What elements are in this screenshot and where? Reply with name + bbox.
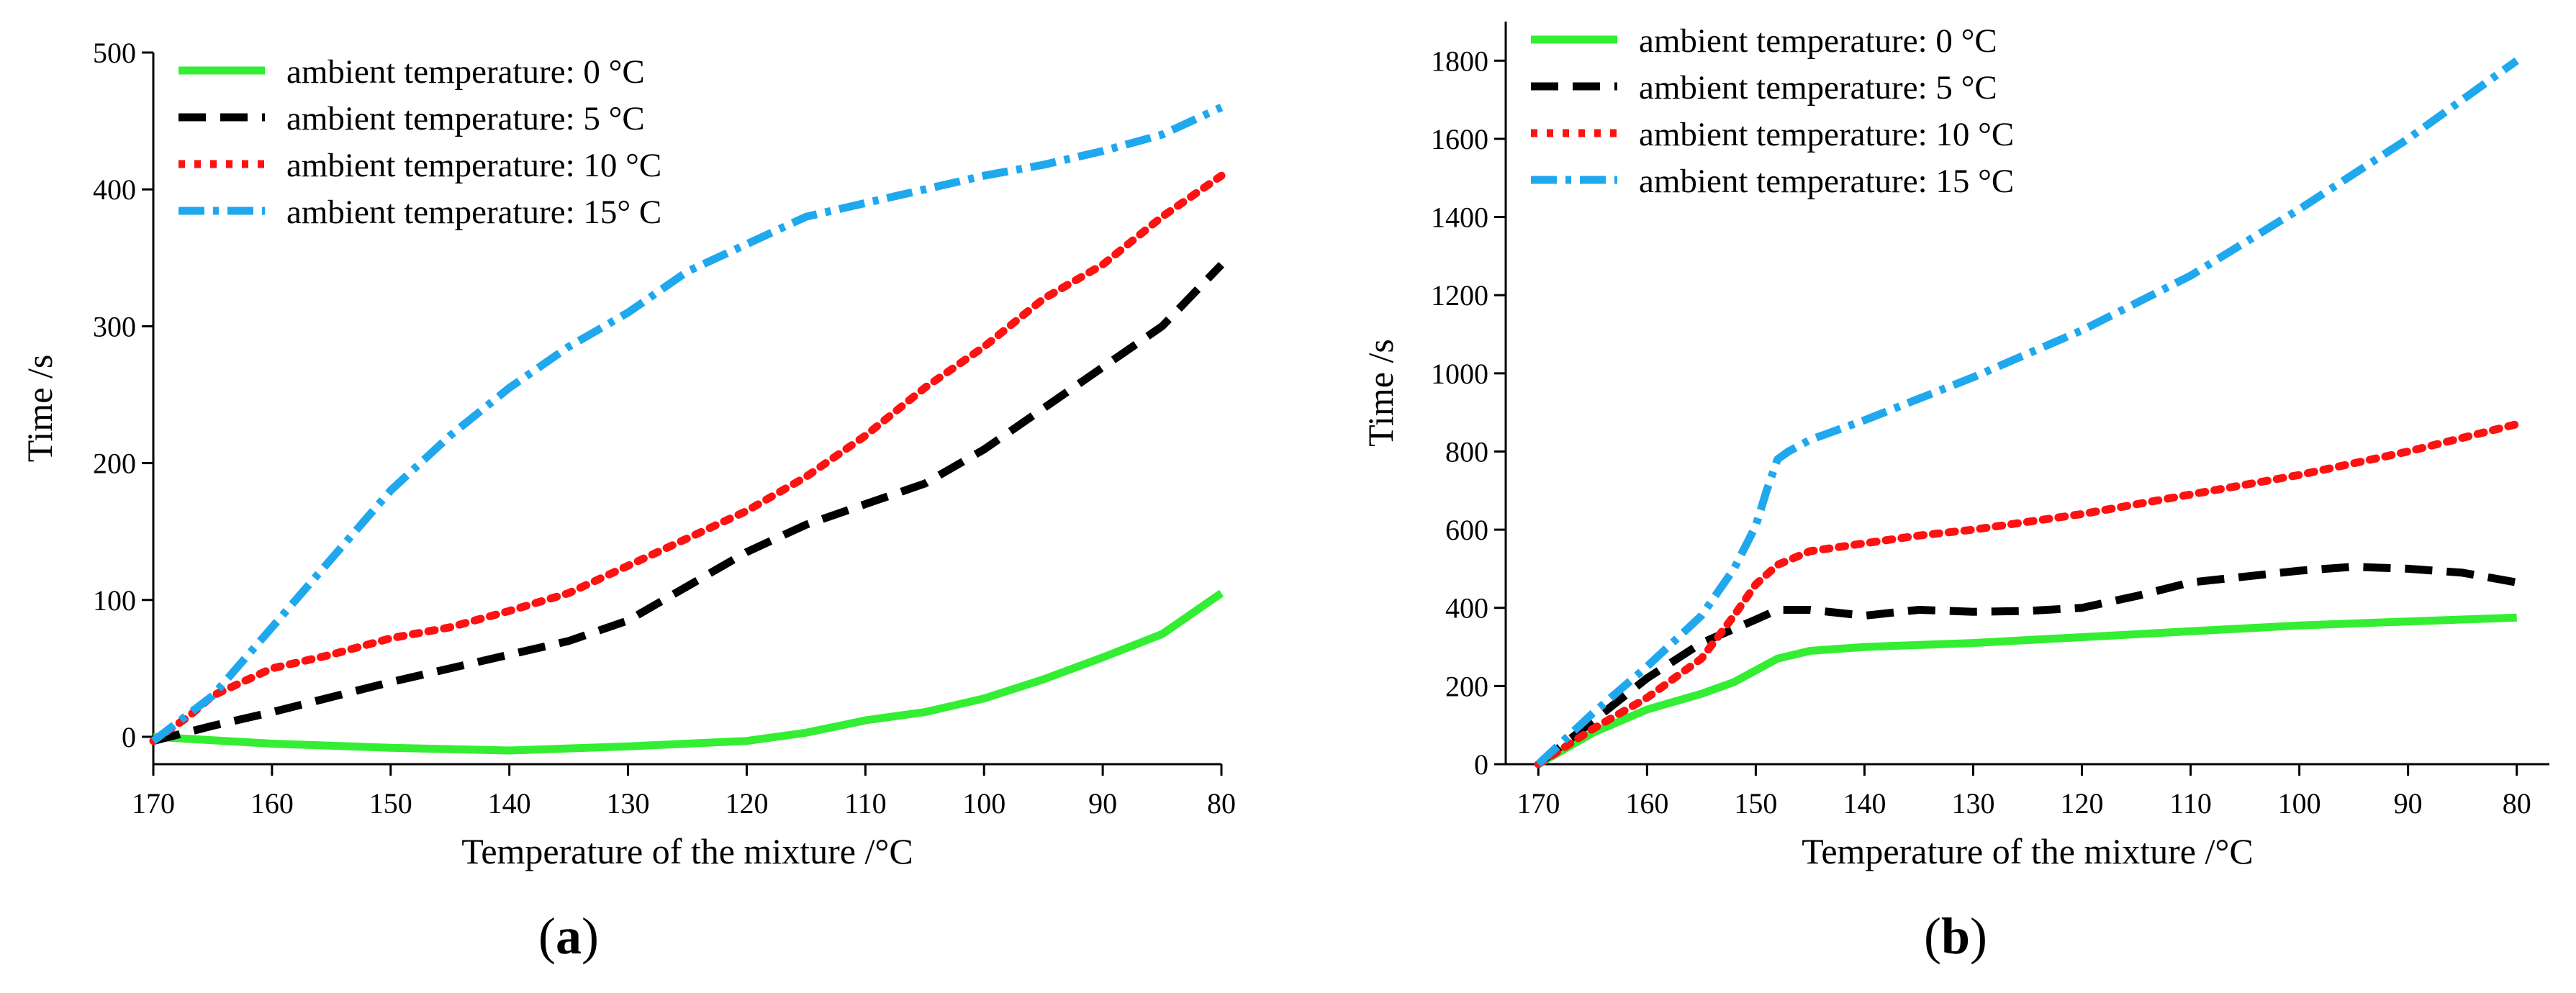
p1-y-tick-label: 1000 <box>1431 358 1488 390</box>
p0-y-axis-title: Time /s <box>19 355 60 463</box>
p1-y-tick-label: 1800 <box>1431 45 1488 77</box>
p1-y-tick-label: 1200 <box>1431 279 1488 312</box>
p1-series-line-2 <box>1534 420 2521 768</box>
chart-panel-a: 170 160 150 140 130 120 110 100 90 80 0 100 200 300 40… <box>19 37 1236 871</box>
p0-legend-label-3: ambient temperature: 15° C <box>286 194 661 231</box>
p0-x-tick-label: 160 <box>250 787 294 820</box>
p1-x-tick-label: 100 <box>2278 787 2321 820</box>
p1-x-tick-label: 170 <box>1517 787 1560 820</box>
p0-legend-label-0: ambient temperature: 0 °C <box>286 53 645 91</box>
p1-x-tick-label: 90 <box>2394 787 2423 820</box>
p0-x-axis-title: Temperature of the mixture /°C <box>461 831 913 871</box>
p1-series-line-1 <box>1535 563 2518 768</box>
p1-y-tick-label: 400 <box>1445 592 1488 625</box>
panel-label-a-close: ) <box>582 907 599 965</box>
p1-y-tick-label: 600 <box>1445 514 1488 546</box>
p0-y-tick-label: 300 <box>93 310 136 343</box>
p1-y-tick-label: 1600 <box>1431 123 1488 155</box>
p1-series-line-0 <box>1536 613 2517 768</box>
panel-label-a: (a) <box>538 907 599 965</box>
p0-x-tick-label: 120 <box>725 787 768 820</box>
p1-y-tick-label: 1400 <box>1431 201 1488 234</box>
chart-panel-b: 170 160 150 140 130 120 110 100 90 80020040060080… <box>1360 22 2549 871</box>
panel-label-b-open: ( <box>1924 907 1941 965</box>
p0-series-line-1 <box>152 261 1224 745</box>
p0-series-line-2 <box>149 171 1226 745</box>
panel-label-b-letter: b <box>1941 907 1970 965</box>
panel-label-b-close: ) <box>1970 907 1987 965</box>
p1-y-axis-title: Time /s <box>1360 339 1401 447</box>
p1-series-line-3 <box>1535 57 2519 768</box>
p0-x-tick-label: 100 <box>962 787 1005 820</box>
p1-x-tick-label: 110 <box>2169 787 2212 820</box>
p0-x-tick-label: 80 <box>1207 787 1236 820</box>
p1-legend-label-2: ambient temperature: 10 °C <box>1639 116 2014 153</box>
p0-y-tick-label: 100 <box>93 584 136 617</box>
p0-x-tick-label: 130 <box>607 787 650 820</box>
p1-x-tick-label: 140 <box>1843 787 1886 820</box>
p1-x-tick-label: 130 <box>1951 787 1994 820</box>
p1-y-tick-label: 0 <box>1474 748 1488 781</box>
p1-x-tick-label: 160 <box>1625 787 1668 820</box>
p0-x-tick-label: 170 <box>132 787 175 820</box>
p0-y-tick-label: 200 <box>93 448 136 480</box>
p1-legend-label-3: ambient temperature: 15 °C <box>1639 163 2014 200</box>
p0-series-line-0 <box>153 589 1224 755</box>
p0-series-line-3 <box>150 104 1224 745</box>
p1-x-tick-label: 150 <box>1734 787 1777 820</box>
panel-label-b: (b) <box>1924 907 1987 965</box>
p1-y-tick-label: 200 <box>1445 670 1488 702</box>
p1-y-tick-label: 800 <box>1445 435 1488 468</box>
p1-x-tick-label: 80 <box>2503 787 2531 820</box>
p0-x-tick-label: 90 <box>1088 787 1117 820</box>
p0-legend-label-1: ambient temperature: 5 °C <box>286 100 645 137</box>
p0-y-tick-label: 0 <box>122 721 136 753</box>
p0-legend-label-2: ambient temperature: 10 °C <box>286 147 661 184</box>
p0-x-tick-label: 150 <box>369 787 412 820</box>
p1-legend-label-0: ambient temperature: 0 °C <box>1639 22 1997 60</box>
p0-y-tick-label: 400 <box>93 173 136 206</box>
p0-x-tick-label: 140 <box>488 787 531 820</box>
panel-label-a-letter: a <box>556 907 582 965</box>
p1-legend-label-1: ambient temperature: 5 °C <box>1639 69 1997 106</box>
p0-x-tick-label: 110 <box>844 787 887 820</box>
panel-label-a-open: ( <box>538 907 556 965</box>
p1-x-tick-label: 120 <box>2061 787 2104 820</box>
p1-x-axis-title: Temperature of the mixture /°C <box>1802 831 2253 871</box>
p0-y-tick-label: 500 <box>93 37 136 69</box>
